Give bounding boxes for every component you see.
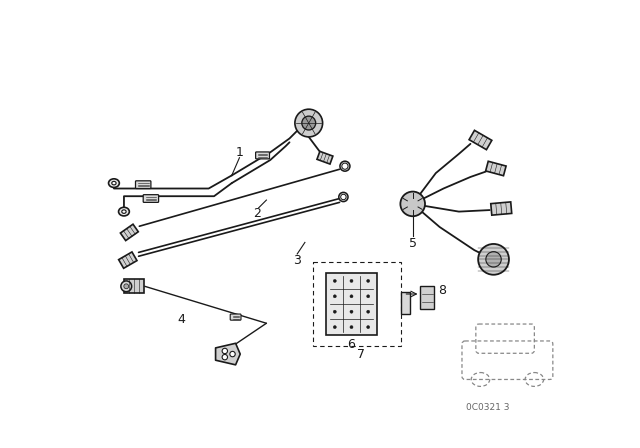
Ellipse shape (341, 195, 346, 199)
Bar (326, 273, 376, 335)
Ellipse shape (121, 281, 132, 292)
Circle shape (333, 326, 337, 329)
Circle shape (222, 348, 227, 353)
Text: 4: 4 (178, 313, 186, 326)
Circle shape (333, 295, 337, 298)
Circle shape (367, 326, 370, 329)
Polygon shape (216, 343, 240, 365)
Circle shape (401, 192, 425, 216)
Circle shape (350, 326, 353, 329)
Circle shape (340, 194, 346, 200)
Text: 0C0321 3: 0C0321 3 (467, 404, 510, 413)
Polygon shape (469, 130, 492, 150)
FancyBboxPatch shape (230, 314, 241, 320)
Circle shape (350, 310, 353, 313)
FancyBboxPatch shape (255, 152, 269, 159)
Polygon shape (491, 202, 512, 215)
Circle shape (478, 244, 509, 275)
Circle shape (230, 351, 236, 357)
Circle shape (295, 109, 323, 137)
Polygon shape (118, 252, 137, 268)
Ellipse shape (124, 284, 129, 289)
Circle shape (486, 252, 501, 267)
Text: 2: 2 (253, 207, 261, 220)
Circle shape (302, 116, 316, 130)
Text: 3: 3 (293, 254, 301, 267)
Bar (420, 286, 435, 310)
Polygon shape (120, 224, 138, 241)
FancyBboxPatch shape (136, 181, 151, 189)
FancyBboxPatch shape (143, 195, 159, 202)
Circle shape (222, 354, 227, 360)
Ellipse shape (340, 161, 350, 171)
Ellipse shape (122, 210, 126, 213)
Circle shape (367, 310, 370, 313)
Ellipse shape (118, 207, 129, 216)
Text: 7: 7 (357, 348, 365, 361)
Ellipse shape (339, 192, 348, 202)
Polygon shape (486, 161, 506, 176)
Ellipse shape (109, 179, 119, 187)
Bar (312, 262, 401, 346)
Text: 5: 5 (409, 237, 417, 250)
Polygon shape (317, 151, 333, 164)
Bar (401, 293, 410, 314)
Ellipse shape (112, 181, 116, 185)
Text: 6: 6 (348, 337, 355, 350)
Text: 8: 8 (438, 284, 446, 297)
Circle shape (333, 280, 337, 282)
Circle shape (367, 295, 370, 298)
Text: 1: 1 (236, 146, 243, 159)
Ellipse shape (342, 164, 347, 168)
Circle shape (342, 163, 348, 169)
Circle shape (350, 280, 353, 282)
Circle shape (350, 295, 353, 298)
Polygon shape (124, 280, 144, 293)
Circle shape (367, 280, 370, 282)
Circle shape (333, 310, 337, 313)
